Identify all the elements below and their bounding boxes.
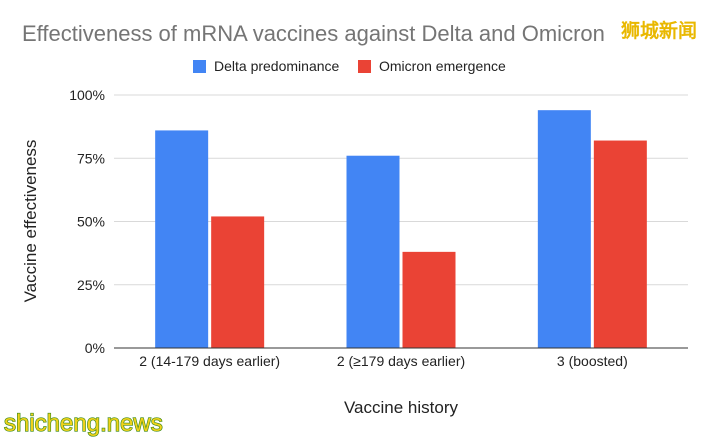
x-tick-label: 2 (≥179 days earlier) (337, 353, 465, 369)
x-tick-label: 3 (boosted) (557, 353, 628, 369)
chart-title: Effectiveness of mRNA vaccines against D… (22, 21, 605, 46)
x-axis-title: Vaccine history (344, 398, 459, 417)
y-axis-title: Vaccine effectiveness (21, 140, 40, 303)
y-axis-ticks: 0% 25% 50% 75% 100% (69, 87, 105, 356)
y-tick-label: 50% (77, 214, 105, 230)
bar-omicron-2 (402, 251, 456, 348)
bar-omicron-1 (211, 216, 265, 348)
legend-label-2: Omicron emergence (379, 58, 506, 74)
y-tick-label: 25% (77, 277, 105, 293)
x-tick-label: 2 (14-179 days earlier) (139, 353, 280, 369)
bar-delta-2 (346, 155, 400, 348)
watermark-bottom-left: shicheng.news (4, 410, 163, 437)
legend: Delta predominance Omicron emergence (193, 58, 506, 74)
y-tick-label: 100% (69, 87, 105, 103)
bars (155, 110, 647, 349)
y-tick-label: 0% (85, 340, 105, 356)
bar-omicron-3 (593, 140, 647, 348)
watermark-top-right: 狮城新闻 (621, 19, 697, 42)
gridlines (114, 94, 688, 286)
y-tick-label: 75% (77, 150, 105, 166)
legend-swatch-2 (358, 60, 371, 73)
bar-delta-1 (155, 130, 209, 348)
bar-delta-3 (537, 110, 591, 349)
legend-swatch-1 (193, 60, 206, 73)
x-axis-ticks: 2 (14-179 days earlier) 2 (≥179 days earl… (139, 353, 628, 369)
legend-label-1: Delta predominance (214, 58, 340, 74)
